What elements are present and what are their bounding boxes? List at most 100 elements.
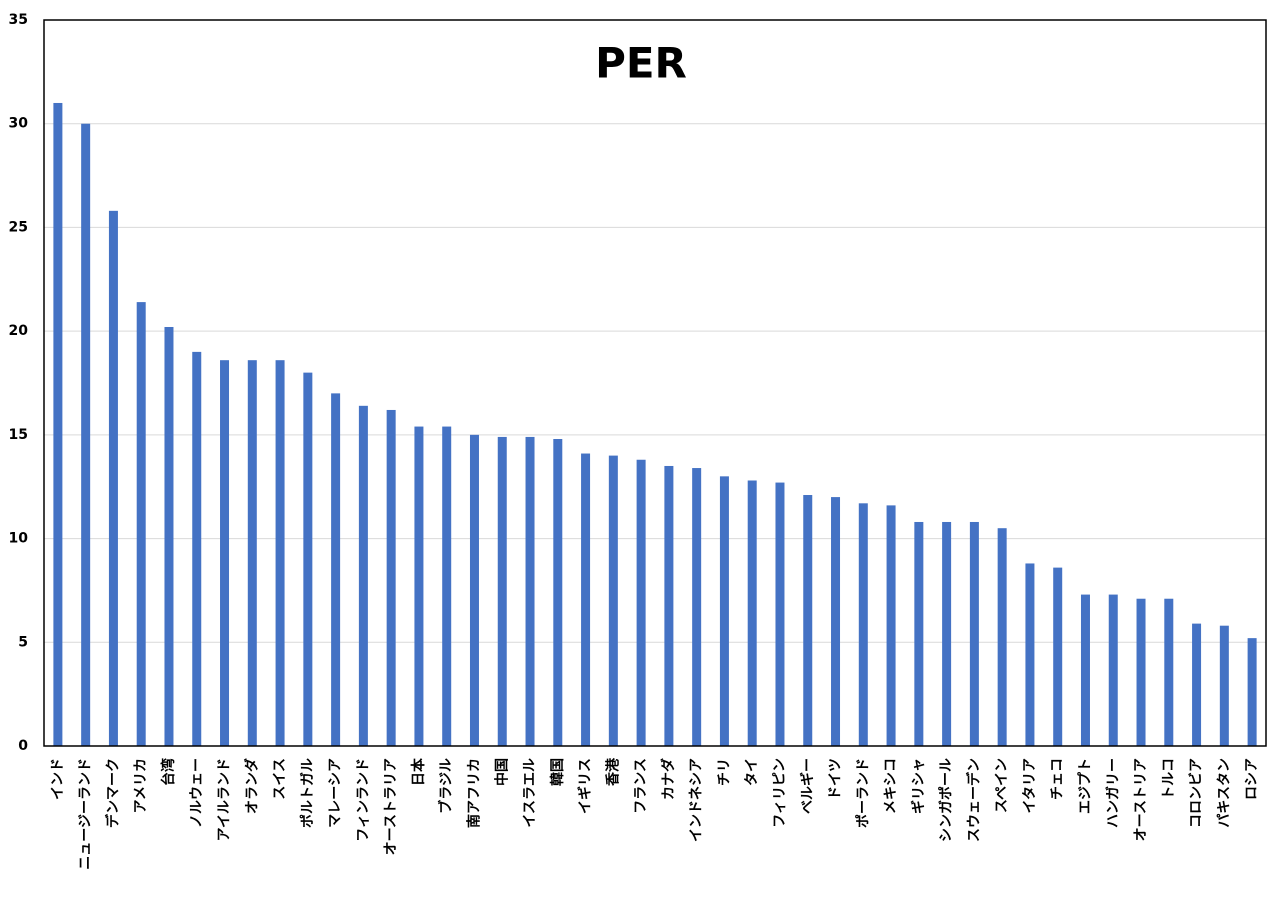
x-tick-label: デンマーク <box>104 758 121 828</box>
bar <box>581 453 591 746</box>
x-tick-label: 南アフリカ <box>465 758 482 828</box>
bar <box>969 521 979 746</box>
bar <box>1025 563 1035 746</box>
bar <box>247 360 257 746</box>
x-tick-label: ポーランド <box>854 758 871 828</box>
bar <box>442 426 452 746</box>
bar <box>108 210 118 746</box>
x-tick-label: フィンランド <box>355 758 371 842</box>
x-tick-label: スウェーデン <box>965 758 982 842</box>
x-tick-label: ドイツ <box>828 758 844 800</box>
x-tick-label: チリ <box>716 758 732 786</box>
bar <box>636 459 646 746</box>
plot-border <box>43 19 1267 747</box>
bar <box>553 439 563 746</box>
bar <box>1219 625 1229 746</box>
x-tick-label: メキシコ <box>883 758 899 814</box>
bar <box>942 521 952 746</box>
y-tick-label: 0 <box>18 738 28 754</box>
x-tick-label: 韓国 <box>549 758 566 786</box>
x-tick-label: インド <box>50 758 66 800</box>
x-tick-label: インドネシア <box>689 758 705 842</box>
bar <box>747 480 757 746</box>
x-tick-label: イスラエル <box>522 758 538 828</box>
bar <box>1080 594 1090 746</box>
bar <box>469 434 479 746</box>
x-tick-label: 台湾 <box>160 758 177 786</box>
x-tick-label: タイ <box>744 758 760 786</box>
x-tick-label: ベルギー <box>799 758 816 814</box>
y-tick-label: 10 <box>9 531 29 547</box>
bar <box>497 436 507 746</box>
bar <box>664 465 674 746</box>
bar <box>525 436 535 746</box>
bar <box>303 372 313 746</box>
x-tick-label: アイルランド <box>217 758 233 841</box>
x-tick-label: コロンビア <box>1189 758 1205 828</box>
x-tick-label: ポルトガル <box>299 758 316 828</box>
y-tick-label: 5 <box>18 634 28 650</box>
x-tick-label: ギリシャ <box>910 758 927 814</box>
x-tick-label: 日本 <box>410 757 427 786</box>
bar <box>1136 598 1146 746</box>
x-tick-label: ブラジル <box>438 758 455 814</box>
x-tick-label: スイス <box>272 758 288 800</box>
y-tick-label: 30 <box>9 116 29 132</box>
bar <box>414 426 424 746</box>
x-tick-label: オーストリア <box>1133 758 1149 841</box>
x-tick-label: 香港 <box>604 757 621 787</box>
x-tick-label: ロシア <box>1244 758 1260 800</box>
bar <box>81 123 91 746</box>
bar <box>997 528 1007 746</box>
x-tick-label: ノルウェー <box>189 758 205 828</box>
bar <box>1164 598 1174 746</box>
x-tick-label: パキスタン <box>1216 758 1232 828</box>
bar <box>831 497 841 746</box>
bar <box>692 468 702 746</box>
bar <box>192 351 202 746</box>
bar <box>775 482 785 746</box>
chart-title: PER <box>595 39 687 88</box>
bar <box>275 360 285 746</box>
bar <box>53 102 63 746</box>
x-tick-label: アメリカ <box>133 758 149 813</box>
x-tick-label: フランス <box>633 758 649 814</box>
y-tick-label: 20 <box>9 323 29 339</box>
bar <box>1053 567 1063 746</box>
bar <box>1247 638 1257 746</box>
bar <box>886 505 896 746</box>
bar <box>858 503 868 746</box>
x-tick-label: チェコ <box>1050 758 1066 800</box>
x-tick-label: オーストラリア <box>383 758 399 855</box>
y-tick-label: 35 <box>9 12 28 28</box>
x-tick-label: エジプト <box>1077 758 1093 814</box>
x-tick-label: トルコ <box>1161 758 1177 800</box>
bar <box>220 360 230 746</box>
x-tick-label: フィリピン <box>772 758 788 828</box>
bar <box>386 409 396 746</box>
y-tick-label: 25 <box>9 219 28 235</box>
x-tick-label: マレーシア <box>328 758 344 828</box>
x-tick-label: ハンガリー <box>1105 758 1121 828</box>
y-tick-label: 15 <box>9 427 28 443</box>
bar <box>914 521 924 746</box>
x-tick-label: スペイン <box>994 758 1010 813</box>
x-tick-label: イタリア <box>1022 758 1038 813</box>
x-tick-label: イギリス <box>577 758 594 814</box>
bar <box>1108 594 1118 746</box>
bar <box>164 326 174 746</box>
bar <box>136 302 146 746</box>
x-tick-label: カナダ <box>660 758 677 800</box>
x-tick-label: シンガポール <box>938 758 955 842</box>
x-tick-label: 中国 <box>493 758 510 786</box>
bar <box>1192 623 1202 746</box>
bar <box>719 476 729 746</box>
bar <box>608 455 618 746</box>
x-tick-label: オランダ <box>243 758 260 814</box>
bar <box>803 495 813 746</box>
bar <box>331 393 341 746</box>
x-tick-label: ニュージーランド <box>78 758 94 870</box>
bar <box>358 405 368 746</box>
